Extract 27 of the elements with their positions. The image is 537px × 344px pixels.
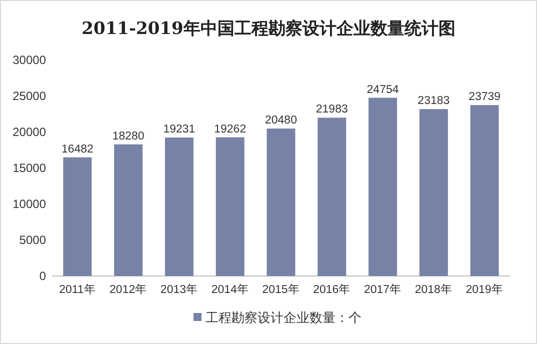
ytick: 10000 bbox=[12, 197, 46, 211]
ytick: 30000 bbox=[12, 53, 46, 67]
xtick: 2014年 bbox=[211, 284, 249, 296]
data-label: 19231 bbox=[163, 124, 196, 136]
ytick: 0 bbox=[39, 269, 46, 283]
xtick: 2018年 bbox=[414, 284, 452, 296]
data-label: 16482 bbox=[61, 143, 94, 156]
xtick: 2011年 bbox=[59, 284, 96, 296]
xtick: 2015年 bbox=[262, 284, 300, 296]
xtick: 2016年 bbox=[313, 284, 351, 296]
ytick: 20000 bbox=[12, 125, 46, 139]
data-label: 18280 bbox=[112, 130, 144, 142]
ytick: 25000 bbox=[12, 89, 46, 103]
xtick: 2017年 bbox=[364, 284, 402, 296]
legend: 工程勘察设计企业数量：个 bbox=[206, 310, 362, 325]
data-label: 20480 bbox=[265, 114, 297, 127]
data-label: 23183 bbox=[418, 95, 450, 108]
xtick: 2019年 bbox=[466, 284, 504, 296]
xtick: 2013年 bbox=[160, 284, 198, 296]
ytick: 15000 bbox=[12, 161, 46, 175]
xtick: 2012年 bbox=[110, 284, 148, 296]
data-label: 23739 bbox=[468, 91, 501, 104]
data-label: 19262 bbox=[214, 123, 246, 136]
ytick: 5000 bbox=[19, 233, 46, 247]
title: 2011-2019年中国工程勘察设计企业数量统计图 bbox=[82, 19, 456, 39]
data-label: 24754 bbox=[366, 84, 399, 96]
data-label: 21983 bbox=[316, 104, 348, 116]
